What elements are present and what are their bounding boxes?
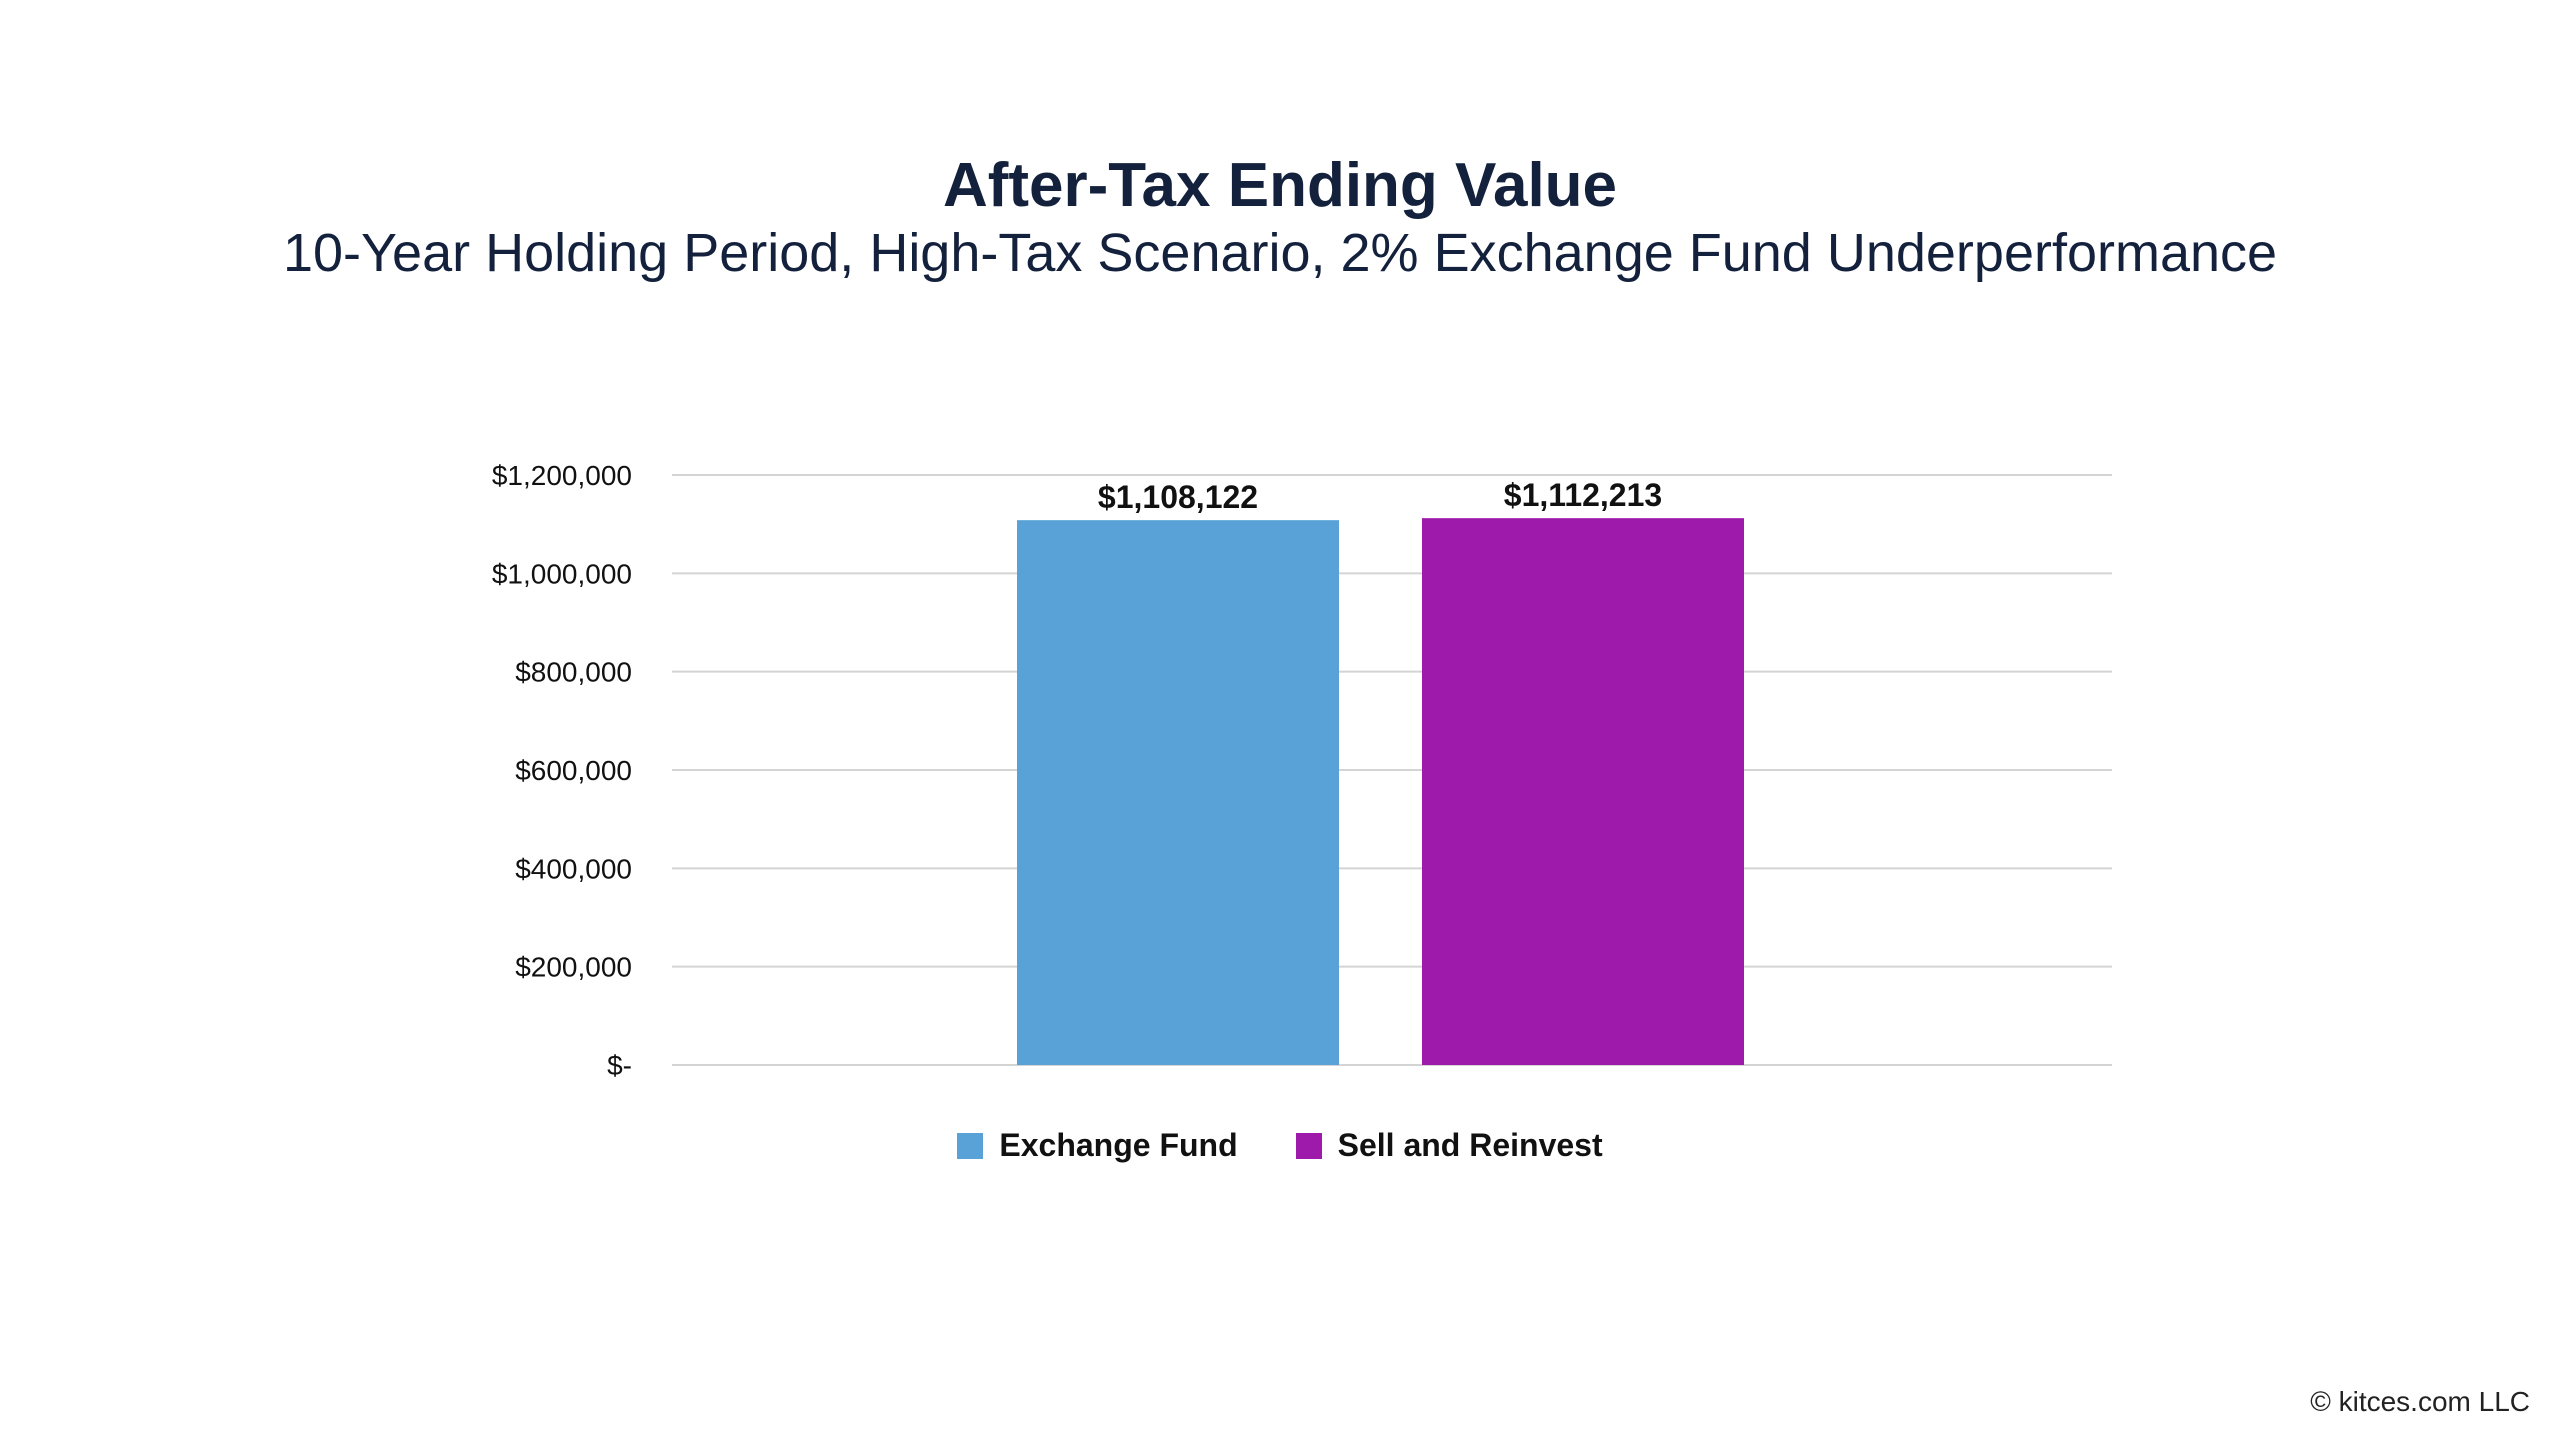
y-tick-label-1: $200,000 — [515, 952, 632, 983]
legend-item-sell-and-reinvest: Sell and Reinvest — [1295, 1127, 1603, 1164]
legend-swatch-exchange-fund — [957, 1132, 984, 1159]
legend: Exchange Fund Sell and Reinvest — [0, 1127, 2560, 1164]
data-label-sell-and-reinvest: $1,112,213 — [1504, 477, 1662, 513]
y-tick-label-6: $1,200,000 — [492, 460, 632, 491]
y-tick-label-2: $400,000 — [515, 853, 632, 884]
bar-exchange-fund — [1017, 520, 1339, 1065]
data-label-exchange-fund: $1,108,122 — [1098, 479, 1258, 515]
chart-subtitle: 10-Year Holding Period, High-Tax Scenari… — [282, 223, 2278, 283]
y-tick-label-3: $600,000 — [515, 755, 632, 786]
chart-title: After-Tax Ending Value — [942, 151, 1618, 220]
y-tick-label-0: $- — [607, 1050, 632, 1081]
y-tick-label-5: $1,000,000 — [492, 558, 632, 589]
legend-label-exchange-fund: Exchange Fund — [999, 1127, 1238, 1163]
y-tick-label-4: $800,000 — [515, 657, 632, 688]
legend-label-sell-and-reinvest: Sell and Reinvest — [1337, 1127, 1603, 1163]
copyright-text: © kitces.com LLC — [2310, 1386, 2530, 1417]
bar-sell-and-reinvest — [1422, 518, 1744, 1065]
legend-item-exchange-fund: Exchange Fund — [957, 1127, 1238, 1164]
legend-swatch-sell-and-reinvest — [1295, 1132, 1322, 1159]
